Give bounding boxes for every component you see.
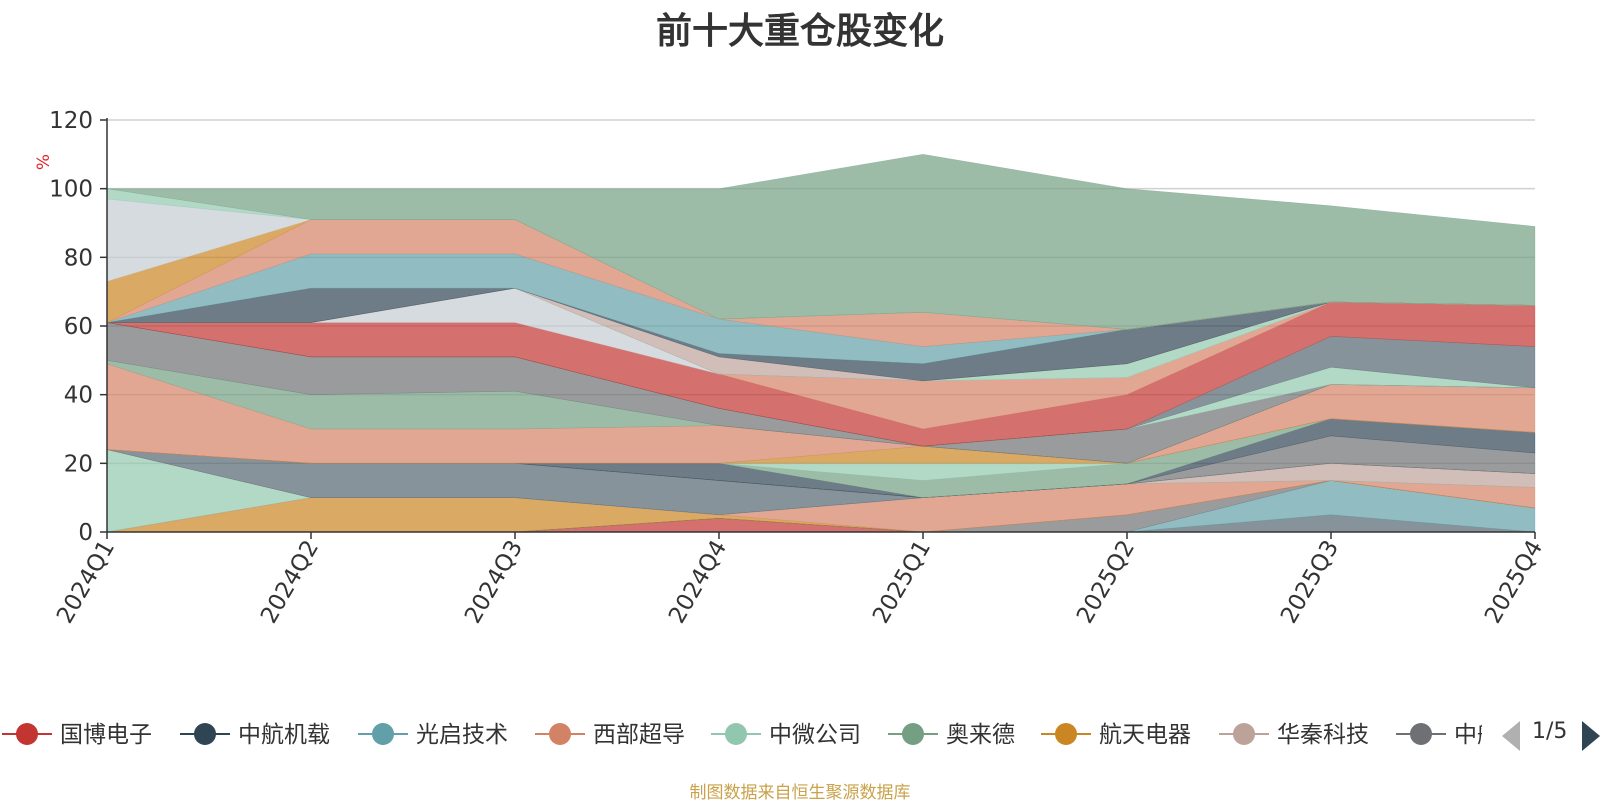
legend-page-indicator: 1/5 [1532,719,1568,744]
x-tick-label: 2025Q2 [1072,536,1140,628]
y-tick-label: 80 [64,245,93,271]
legend-item[interactable]: 光启技术 [358,722,508,748]
y-tick-label: 40 [64,383,93,409]
legend-item[interactable]: 中航机载 [180,722,330,748]
legend-item[interactable]: 华秦科技 [1219,722,1369,748]
legend-marker [1233,723,1255,745]
legend-item[interactable]: 奥来德 [888,722,1015,748]
x-tick-label: 2024Q3 [460,536,528,628]
legend-item[interactable]: 航天电器 [1041,722,1191,748]
legend-marker [16,723,38,745]
legend-items: 国博电子 中航机载 光启技术 西部超导 中微公司 奥来德 航天电器 华秦科技 中航 [2,722,1500,748]
legend-next-icon[interactable] [1582,721,1600,751]
legend[interactable]: 国博电子 中航机载 光启技术 西部超导 中微公司 奥来德 航天电器 华秦科技 中航 [2,722,1500,748]
legend-item[interactable]: 西部超导 [535,722,685,748]
legend-marker [902,723,924,745]
legend-item[interactable]: 国博电子 [2,722,152,748]
legend-marker [1055,723,1077,745]
legend-label: 国博电子 [60,722,152,748]
legend-label: 中航机载 [238,722,330,748]
legend-item[interactable]: 中航 [1396,722,1500,748]
legend-prev-icon[interactable] [1502,721,1520,751]
y-tick-label: 0 [78,520,93,546]
legend-marker [725,723,747,745]
legend-pager[interactable]: 1/5 [1502,719,1600,753]
area-series [106,154,1536,533]
legend-label: 光启技术 [416,722,508,748]
legend-marker [372,723,394,745]
x-tick-label: 2025Q1 [868,536,936,628]
legend-label: 中微公司 [769,722,861,748]
x-tick-label: 2024Q1 [52,536,120,628]
legend-label: 华秦科技 [1277,722,1369,748]
legend-marker [549,723,571,745]
legend-marker [1410,723,1432,745]
y-tick-label: 60 [64,314,93,340]
y-tick-label: 20 [64,451,93,477]
legend-label: 中航 [1454,722,1500,748]
area-band [106,154,1536,330]
x-tick-label: 2025Q4 [1480,536,1548,628]
source-note: 制图数据来自恒生聚源数据库 [689,783,911,803]
x-tick-label: 2024Q4 [664,536,732,628]
legend-item[interactable]: 中微公司 [711,722,861,748]
x-tick-label: 2025Q3 [1276,536,1344,628]
y-tick-label: 120 [49,108,93,134]
legend-label: 航天电器 [1099,722,1191,748]
legend-label: 西部超导 [593,722,685,748]
chart-title: 前十大重仓股变化 [655,11,944,52]
y-axis-label: % [34,154,54,170]
x-tick-label: 2024Q2 [256,536,324,628]
legend-label: 奥来德 [946,722,1015,748]
y-tick-label: 100 [49,177,93,203]
legend-marker [194,723,216,745]
